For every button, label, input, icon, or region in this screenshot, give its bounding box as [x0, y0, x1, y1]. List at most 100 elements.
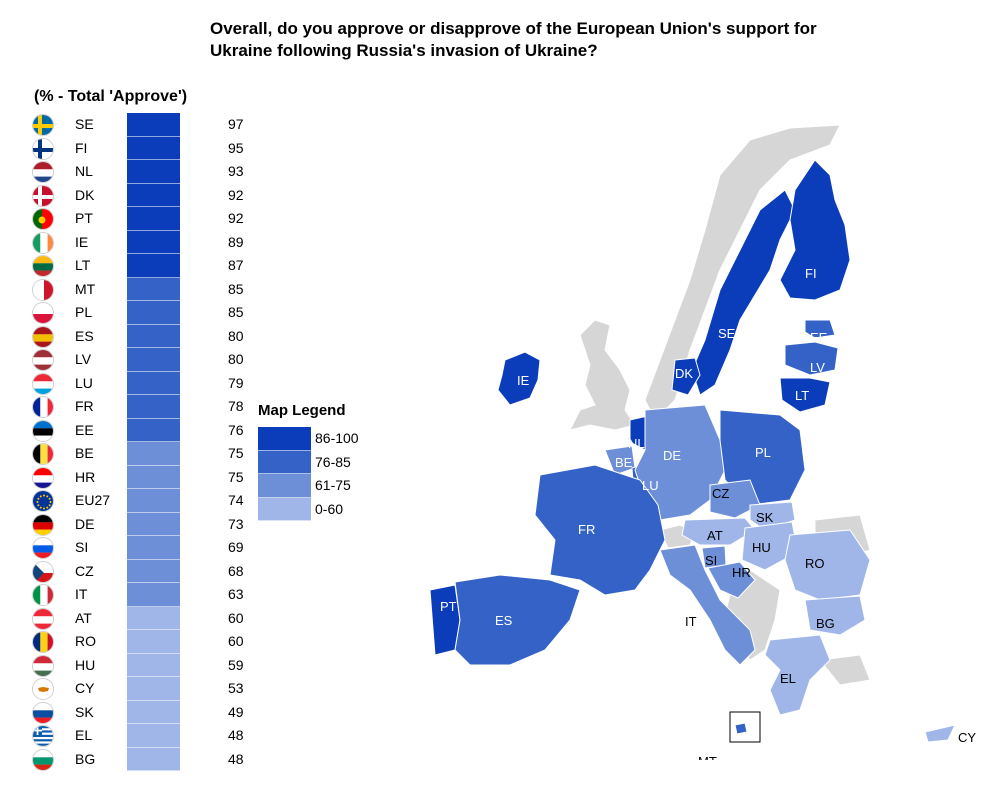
- chart-subtitle: (% - Total 'Approve'): [34, 88, 188, 105]
- estonia-flag-icon: [32, 419, 54, 442]
- legend-item: 61-75: [258, 474, 351, 498]
- luxembourg-flag-icon: [32, 372, 54, 395]
- value-label: 79: [228, 374, 244, 391]
- greece-flag-icon: [32, 725, 54, 747]
- country-code: LV: [75, 351, 92, 367]
- country-code: FR: [75, 398, 94, 414]
- value-label: 80: [228, 327, 244, 344]
- map-label-ie: IE: [517, 373, 530, 388]
- spain-flag-icon: [32, 325, 54, 348]
- bar-it: [127, 583, 180, 607]
- country-code: PL: [75, 304, 93, 320]
- country-code: SI: [75, 539, 89, 555]
- value-label: 78: [228, 398, 244, 414]
- country-code: EU27: [75, 492, 111, 508]
- bar-el: [127, 724, 180, 748]
- map-region-it: [659, 544, 756, 666]
- table-row: LT 87: [32, 254, 244, 278]
- country-code: LT: [75, 257, 91, 273]
- poland-flag-icon: [32, 302, 54, 324]
- portugal-flag-icon: [32, 208, 54, 230]
- bar-de: [127, 512, 180, 536]
- malta-inset-box: [729, 711, 761, 743]
- legend-item: 86-100: [258, 427, 359, 451]
- bar-list: SE 97 FI 95 NL 93 DK 92 PT 92 IE 89 LT 8…: [32, 113, 244, 771]
- bar-ro: [127, 630, 180, 654]
- legend-swatch: [258, 474, 311, 498]
- romania-flag-icon: [32, 631, 54, 653]
- value-label: 73: [228, 515, 244, 532]
- map-legend: Map Legend 86-100 76-85 61-75 0-60: [258, 402, 359, 521]
- bar-at: [127, 606, 180, 630]
- table-row: EL 48: [32, 724, 244, 748]
- map-region-ro: [784, 529, 871, 601]
- table-row: LU 79: [32, 371, 244, 395]
- legend-label: 61-75: [315, 477, 351, 493]
- map-label-ro: RO: [805, 556, 825, 571]
- map-region-bg: [804, 595, 866, 636]
- bulgaria-flag-icon: [32, 748, 54, 771]
- map-region-tr: [819, 654, 871, 686]
- value-label: 48: [228, 727, 244, 743]
- value-label: 85: [228, 280, 244, 297]
- map-region-uk: [569, 319, 636, 431]
- bar-ee: [127, 418, 180, 442]
- map-label-lu: LU: [642, 478, 659, 493]
- map-region-dk: [671, 357, 701, 396]
- bar-lv: [127, 348, 180, 372]
- finland-flag-icon: [32, 137, 54, 160]
- sweden-flag-icon: [32, 114, 54, 136]
- map-region-fi: [779, 159, 851, 301]
- map-label-it: IT: [685, 614, 697, 629]
- bar-bg: [127, 747, 180, 771]
- value-label: 76: [228, 421, 244, 438]
- map-label-sk: SK: [756, 510, 774, 525]
- table-row: SI 69: [32, 536, 244, 560]
- value-label: 74: [228, 492, 244, 508]
- table-row: CY 53: [32, 677, 244, 701]
- legend-swatch: [258, 450, 311, 474]
- value-label: 69: [228, 539, 244, 555]
- table-row: BG 48: [32, 747, 244, 771]
- map-region-cz: [709, 479, 761, 519]
- ireland-flag-icon: [32, 231, 54, 254]
- value-label: 53: [228, 680, 244, 696]
- bar-cy: [127, 677, 180, 701]
- cyprus-flag-icon: [32, 678, 54, 700]
- map-label-lv: LV: [810, 360, 825, 375]
- country-code: RO: [75, 633, 96, 649]
- table-row: HU 59: [32, 653, 244, 677]
- map-label-pt: PT: [440, 599, 457, 614]
- value-label: 92: [228, 210, 244, 226]
- bar-mt: [127, 277, 180, 301]
- value-label: 89: [228, 233, 244, 250]
- country-code: DK: [75, 186, 95, 203]
- map-region-cy: [924, 724, 956, 743]
- map-label-fr: FR: [578, 522, 595, 537]
- table-row: BE 75: [32, 442, 244, 466]
- bar-fi: [127, 136, 180, 160]
- country-code: SE: [75, 116, 94, 132]
- map-label-hr: HR: [732, 565, 751, 580]
- bar-hu: [127, 653, 180, 677]
- value-label: 68: [228, 562, 244, 579]
- table-row: CZ 68: [32, 559, 244, 583]
- value-label: 60: [228, 633, 244, 649]
- country-code: HR: [75, 468, 96, 485]
- legend-label: 0-60: [315, 500, 344, 517]
- germany-flag-icon: [32, 513, 54, 536]
- map-region-fr: [534, 464, 666, 596]
- bar-eu27: [127, 489, 180, 513]
- country-code: SK: [75, 703, 94, 720]
- value-label: 95: [228, 139, 244, 156]
- map-label-el: EL: [780, 671, 796, 686]
- czechia-flag-icon: [32, 560, 54, 583]
- bar-pt: [127, 207, 180, 231]
- map-label-cz: CZ: [712, 486, 729, 501]
- table-row: EU27 74: [32, 489, 244, 513]
- map-label-be: BE: [615, 455, 633, 470]
- croatia-flag-icon: [32, 466, 54, 489]
- map-label-de: DE: [663, 448, 681, 463]
- value-label: 85: [228, 304, 244, 320]
